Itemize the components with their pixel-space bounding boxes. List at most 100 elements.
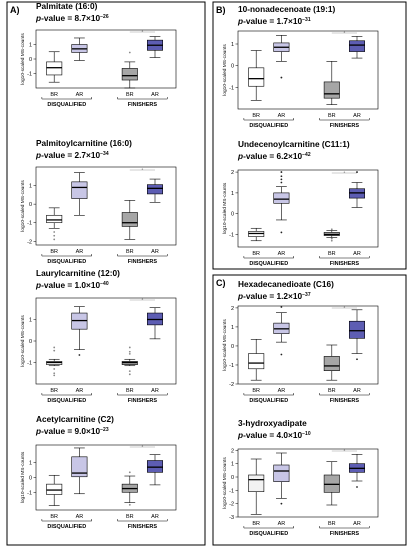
p-value-exponent: −42: [302, 152, 311, 158]
y-tick-label: 0: [29, 339, 32, 345]
y-axis-label: log10-scaled MS-counts: [20, 180, 26, 232]
significance-marker: [141, 168, 144, 170]
p-value-label: p-value = 6.2×10−42: [237, 151, 311, 161]
y-tick-label: -2: [229, 502, 234, 508]
y-tick-label: 0: [231, 64, 234, 70]
box-body: [46, 483, 63, 495]
category-label: AR: [151, 514, 159, 520]
category-label: AR: [151, 249, 159, 255]
p-value-p: p: [237, 151, 243, 161]
y-tick-label: 0: [29, 476, 32, 482]
outlier-point: [280, 76, 283, 79]
y-tick-label: 2: [231, 306, 234, 312]
y-axis-label: log10-scaled MS-counts: [20, 33, 26, 85]
section-label: C): [216, 278, 226, 288]
outlier-point: [280, 171, 283, 173]
outlier-point: [78, 354, 81, 356]
y-tick-label: 1: [29, 184, 32, 190]
group-label: DISQUALIFIED: [47, 259, 86, 265]
category-label: BR: [126, 514, 134, 520]
p-value-label: p-value = 9.0×10−23: [35, 426, 109, 436]
group-label: DISQUALIFIED: [249, 123, 288, 129]
box-body: [121, 68, 138, 81]
plot-frame: [237, 169, 379, 248]
box-body: [46, 61, 63, 76]
box-plot-panel: Palmitoylcarnitine (16:0) p-value = 2.7×1…: [20, 138, 177, 265]
y-tick-label: -1: [27, 490, 32, 496]
group-label: FINISHERS: [128, 524, 158, 530]
significance-marker: [343, 171, 346, 173]
box-body: [323, 81, 340, 99]
category-label: BR: [328, 251, 336, 257]
y-tick-label: 0: [231, 475, 234, 481]
group-label: FINISHERS: [330, 398, 360, 404]
box-body: [323, 474, 340, 493]
category-label: AR: [76, 388, 84, 394]
category-label: BR: [328, 521, 336, 527]
p-value-p: p: [35, 13, 41, 23]
p-value-exponent: −23: [100, 427, 109, 433]
y-tick-label: -1: [27, 221, 32, 227]
outlier-point: [330, 237, 333, 240]
box-body: [147, 460, 164, 473]
category-label: BR: [328, 113, 336, 119]
outlier-point: [53, 238, 56, 241]
outlier-point: [128, 350, 131, 353]
p-value-exponent: −31: [302, 17, 311, 23]
p-value-p: p: [237, 291, 243, 301]
category-label: BR: [328, 388, 336, 394]
category-label: AR: [151, 92, 159, 98]
p-value-p: p: [35, 150, 41, 160]
p-value-text: -value = 4.0×10: [243, 430, 302, 440]
p-value-exponent: −34: [100, 151, 109, 157]
category-label: AR: [278, 521, 286, 527]
p-value-label: p-value = 1.7×10−31: [237, 16, 311, 26]
p-value-text: -value = 8.7×10: [41, 13, 100, 23]
y-tick-label: -1: [27, 72, 32, 78]
panel-title: Undecenoylcarnitine (C11:1): [238, 139, 350, 149]
category-label: BR: [50, 92, 58, 98]
significance-marker: [141, 298, 144, 300]
p-value-p: p: [35, 280, 41, 290]
category-label: BR: [252, 388, 260, 394]
outlier-point: [128, 373, 131, 376]
box-plot-panel: Laurylcarnitine (12:0) p-value = 1.0×10−4…: [20, 268, 177, 404]
box-body: [121, 212, 138, 227]
p-value-exponent: −26: [100, 14, 109, 20]
category-label: BR: [126, 92, 134, 98]
category-label: BR: [50, 249, 58, 255]
p-value-text: -value = 1.0×10: [41, 280, 100, 290]
y-tick-label: 0: [29, 57, 32, 63]
p-value-label: p-value = 2.7×10−34: [35, 150, 109, 160]
outlier-point: [330, 228, 333, 231]
panel-title: 10-nonadecenoate (19:1): [238, 4, 336, 14]
category-label: BR: [252, 521, 260, 527]
p-value-p: p: [237, 430, 243, 440]
p-value-exponent: −37: [302, 292, 311, 298]
outlier-point: [53, 346, 56, 349]
y-tick-label: 1: [231, 191, 234, 197]
category-label: AR: [353, 113, 361, 119]
y-axis-label: log10-scaled MS-counts: [20, 315, 26, 367]
significance-marker: [343, 306, 346, 308]
y-axis-label: log10-scaled MS-counts: [222, 319, 228, 371]
group-label: FINISHERS: [330, 261, 360, 267]
outlier-point: [128, 346, 131, 349]
y-tick-label: -1: [229, 85, 234, 91]
category-label: BR: [252, 251, 260, 257]
y-axis-label: log10-scaled MS-counts: [222, 457, 228, 509]
p-value-exponent: −40: [100, 281, 109, 287]
panel-title: Palmitoylcarnitine (16:0): [36, 138, 132, 148]
box-body: [71, 456, 88, 478]
y-tick-label: 1: [29, 461, 32, 467]
outlier-point: [356, 171, 358, 173]
category-label: AR: [353, 521, 361, 527]
box-body: [46, 214, 63, 224]
y-tick-label: 1: [231, 462, 234, 468]
group-label: DISQUALIFIED: [47, 398, 86, 404]
category-label: BR: [50, 514, 58, 520]
outlier-point: [356, 358, 358, 361]
outlier-point: [280, 353, 283, 356]
y-axis-label: log10-scaled MS-counts: [20, 451, 26, 503]
y-tick-label: 2: [231, 448, 234, 454]
